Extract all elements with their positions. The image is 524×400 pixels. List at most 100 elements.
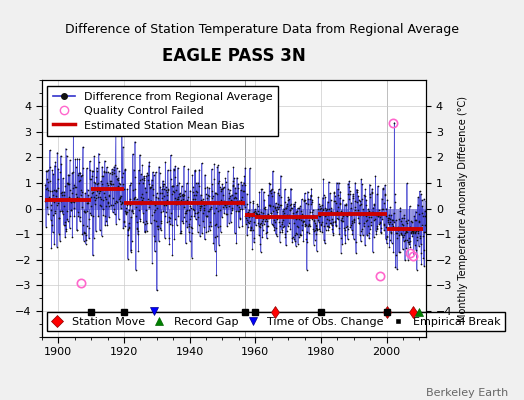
Point — [377, 224, 386, 231]
Point — [335, 225, 343, 231]
Point — [98, 172, 106, 179]
Point — [389, 222, 397, 229]
Point — [271, 205, 279, 211]
Point — [257, 186, 266, 192]
Point — [276, 202, 285, 208]
Point — [376, 210, 384, 216]
Point — [173, 201, 181, 207]
Point — [311, 220, 320, 226]
Point — [387, 240, 396, 246]
Point — [359, 206, 367, 212]
Point — [347, 200, 356, 206]
Point — [318, 202, 326, 208]
Point — [280, 198, 289, 205]
Point — [88, 168, 96, 174]
Point — [286, 202, 294, 208]
Point — [231, 230, 239, 236]
Point — [85, 210, 94, 216]
Point — [138, 162, 147, 168]
Point — [171, 198, 180, 204]
Point — [289, 213, 297, 220]
Point — [306, 209, 314, 216]
Point — [411, 230, 420, 236]
Point — [60, 188, 68, 195]
Point — [317, 205, 325, 212]
Point — [121, 166, 129, 173]
Point — [201, 172, 209, 178]
Point — [238, 223, 247, 229]
Point — [111, 162, 119, 168]
Point — [411, 208, 420, 215]
Point — [216, 229, 225, 235]
Point — [370, 201, 378, 207]
Point — [325, 220, 334, 226]
Point — [51, 208, 59, 214]
Point — [283, 223, 292, 229]
Point — [250, 208, 259, 214]
Point — [305, 223, 314, 230]
Point — [188, 230, 196, 236]
Point — [198, 198, 206, 204]
Point — [352, 250, 360, 256]
Point — [94, 180, 102, 186]
Point — [104, 182, 112, 188]
Point — [149, 192, 157, 198]
Point — [416, 235, 424, 242]
Point — [407, 230, 415, 236]
Point — [318, 208, 326, 215]
Point — [62, 228, 70, 234]
Point — [225, 190, 234, 196]
Point — [158, 183, 167, 189]
Point — [266, 187, 274, 194]
Point — [45, 194, 53, 201]
Point — [223, 201, 231, 207]
Point — [385, 244, 394, 250]
Point — [253, 203, 261, 210]
Point — [241, 165, 249, 171]
Point — [214, 162, 222, 168]
Point — [251, 206, 259, 212]
Point — [400, 230, 409, 237]
Point — [374, 212, 383, 219]
Point — [269, 222, 278, 228]
Point — [95, 159, 103, 166]
Point — [126, 182, 134, 189]
Point — [148, 212, 156, 218]
Point — [127, 214, 135, 220]
Point — [192, 192, 201, 198]
Point — [215, 178, 224, 184]
Point — [232, 195, 240, 201]
Point — [409, 230, 417, 236]
Point — [379, 221, 388, 227]
Point — [46, 164, 54, 170]
Point — [313, 217, 322, 223]
Point — [365, 181, 374, 188]
Point — [283, 212, 291, 218]
Point — [102, 196, 110, 202]
Point — [175, 190, 183, 197]
Point — [414, 194, 422, 200]
Point — [199, 218, 207, 224]
Point — [245, 206, 254, 213]
Point — [283, 214, 292, 220]
Point — [342, 200, 351, 207]
Point — [86, 167, 94, 173]
Point — [168, 252, 177, 258]
Point — [286, 226, 294, 233]
Point — [84, 200, 92, 206]
Point — [113, 199, 122, 206]
Point — [120, 219, 128, 226]
Point — [124, 256, 132, 262]
Point — [151, 206, 159, 213]
Point — [302, 222, 310, 229]
Point — [108, 169, 116, 176]
Point — [413, 228, 422, 234]
Point — [73, 194, 81, 201]
Title: EAGLE PASS 3N: EAGLE PASS 3N — [162, 47, 306, 65]
Point — [64, 180, 72, 187]
Point — [114, 177, 122, 183]
Point — [389, 224, 397, 231]
Point — [178, 192, 187, 198]
Point — [382, 213, 390, 219]
Point — [343, 236, 352, 242]
